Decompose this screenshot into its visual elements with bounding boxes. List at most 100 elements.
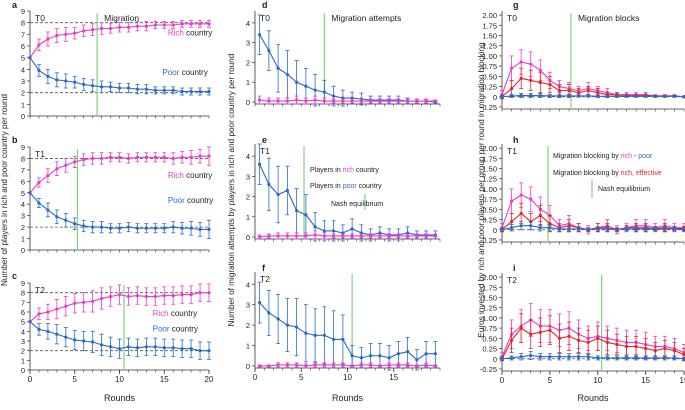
legend-line1-part: rich <box>621 153 632 160</box>
legend-poor-part: poor <box>343 183 358 190</box>
data-point <box>55 167 59 171</box>
y-tick-label: 1 <box>246 342 250 351</box>
panel-f: f 0 1 2 3 4 0 5 10 15 T2 Rounds <box>246 263 441 403</box>
data-point <box>396 234 400 238</box>
series <box>28 19 211 60</box>
data-point <box>634 94 638 98</box>
data-point <box>538 226 542 230</box>
data-point <box>624 356 629 360</box>
series-line <box>501 319 685 357</box>
data-point <box>359 356 363 360</box>
legend-poor: Players in poor country <box>310 183 382 190</box>
data-point <box>207 154 211 158</box>
data-point <box>350 99 354 103</box>
data-point <box>295 234 299 238</box>
legend-poor-part: Players in <box>310 183 343 190</box>
data-point <box>100 225 104 229</box>
data-point <box>144 155 148 159</box>
data-point <box>313 88 317 92</box>
data-point <box>153 155 157 159</box>
data-point <box>322 99 326 103</box>
data-point <box>153 23 157 27</box>
panel-title: Migration attempts <box>331 13 401 23</box>
series-label-part: Rich <box>153 309 169 318</box>
data-point <box>189 293 193 297</box>
legend-rich: Players in rich country <box>310 167 379 174</box>
data-point <box>267 311 271 315</box>
series-label-part: country <box>185 196 213 205</box>
y-tick-label: 2.00 <box>482 144 497 153</box>
series <box>28 146 211 195</box>
y-tick-label: 3 <box>21 337 25 346</box>
data-point <box>171 156 175 161</box>
data-point <box>267 364 271 368</box>
data-point <box>663 356 667 360</box>
data-point <box>189 155 193 159</box>
data-point <box>596 94 600 98</box>
data-point <box>322 333 326 337</box>
data-point <box>567 355 571 359</box>
y-tick-label: 5 <box>21 318 25 327</box>
series-label-part: Rich <box>168 171 184 180</box>
data-point <box>276 192 280 197</box>
data-point <box>295 209 299 213</box>
data-point <box>171 293 175 298</box>
data-point <box>108 226 113 230</box>
x-tick-label: 10 <box>343 373 352 382</box>
data-point <box>557 227 562 231</box>
data-point <box>73 160 77 164</box>
y-tick-label: 6 <box>21 308 25 317</box>
series <box>257 281 438 371</box>
legend-line1-part: poor <box>638 153 653 160</box>
data-point <box>126 225 131 229</box>
data-point <box>313 363 317 367</box>
y-tick-label: 1 <box>246 213 250 222</box>
data-point <box>624 227 629 231</box>
y-tick-label: 0.75 <box>482 62 497 71</box>
y-tick-label: 4 <box>21 65 25 74</box>
y-tick-label: 1.75 <box>482 21 497 30</box>
y-tick-label: 5 <box>21 54 25 63</box>
data-point <box>341 234 345 238</box>
y-tick-label: 3 <box>246 301 250 310</box>
y-tick-label: 1.25 <box>482 42 497 51</box>
data-point <box>424 234 428 238</box>
data-point <box>369 363 373 367</box>
series <box>28 283 211 324</box>
data-point <box>295 98 299 102</box>
data-point <box>100 85 104 89</box>
data-point <box>171 23 175 27</box>
data-point <box>117 226 122 230</box>
legend-rich-part: country <box>354 167 379 174</box>
data-point <box>295 325 299 329</box>
legend-rich-part: rich <box>343 167 354 174</box>
series-label: Rich country <box>168 171 212 180</box>
data-point <box>415 99 419 103</box>
data-point <box>406 234 410 238</box>
data-point <box>548 94 552 98</box>
data-point <box>153 294 157 299</box>
series <box>257 143 438 242</box>
series-label: Rich country <box>153 309 197 318</box>
series-line <box>501 194 684 231</box>
data-point <box>91 84 95 88</box>
data-point <box>509 219 514 224</box>
y-tick-label: 7 <box>21 166 25 175</box>
data-point <box>529 197 533 201</box>
data-point <box>415 234 419 238</box>
data-point <box>91 225 95 229</box>
y-tick-label: -0.25 <box>480 103 497 112</box>
data-point <box>28 320 32 324</box>
data-point <box>682 357 685 361</box>
data-point <box>653 94 657 98</box>
data-point <box>267 99 271 103</box>
data-point <box>37 327 41 331</box>
series <box>28 56 211 96</box>
data-point <box>304 84 308 88</box>
treatment-label: T2 <box>260 274 270 284</box>
data-point <box>295 363 299 367</box>
data-point <box>557 355 562 359</box>
data-point <box>313 233 317 237</box>
x-tick-label: 5 <box>299 373 304 382</box>
